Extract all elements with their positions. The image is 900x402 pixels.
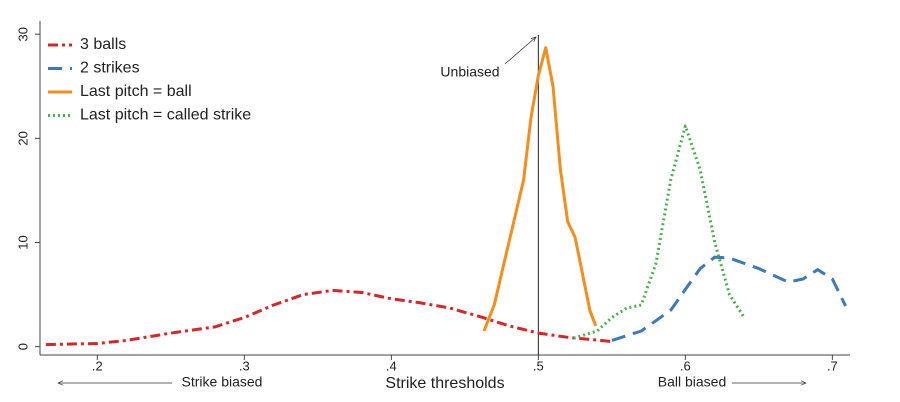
- annotation: Unbiased: [440, 64, 499, 80]
- x-tick-label: .3: [239, 358, 250, 373]
- y-tick-label: 20: [15, 131, 30, 145]
- legend-label: Last pitch = called strike: [80, 107, 251, 124]
- annotation: Ball biased: [658, 374, 727, 390]
- series-line: [482, 46, 598, 332]
- annotation-arrow: [504, 37, 536, 65]
- x-tick-label: .4: [386, 358, 397, 373]
- x-tick-label: .2: [92, 358, 103, 373]
- series-line: [611, 255, 847, 342]
- legend-label: 3 balls: [80, 36, 126, 53]
- series-line: [45, 288, 613, 347]
- series-line: [573, 124, 746, 340]
- legend-label: Last pitch = ball: [80, 83, 192, 100]
- x-axis-label: Strike thresholds: [385, 375, 504, 392]
- y-tick-label: 30: [15, 27, 30, 41]
- x-tick-label: .7: [827, 358, 838, 373]
- annotation: Strike biased: [182, 374, 263, 390]
- x-tick-label: .5: [533, 358, 544, 373]
- x-tick-label: .6: [680, 358, 691, 373]
- legend-label: 2 strikes: [80, 60, 140, 77]
- y-tick-label: 0: [15, 343, 30, 350]
- y-tick-label: 10: [15, 235, 30, 249]
